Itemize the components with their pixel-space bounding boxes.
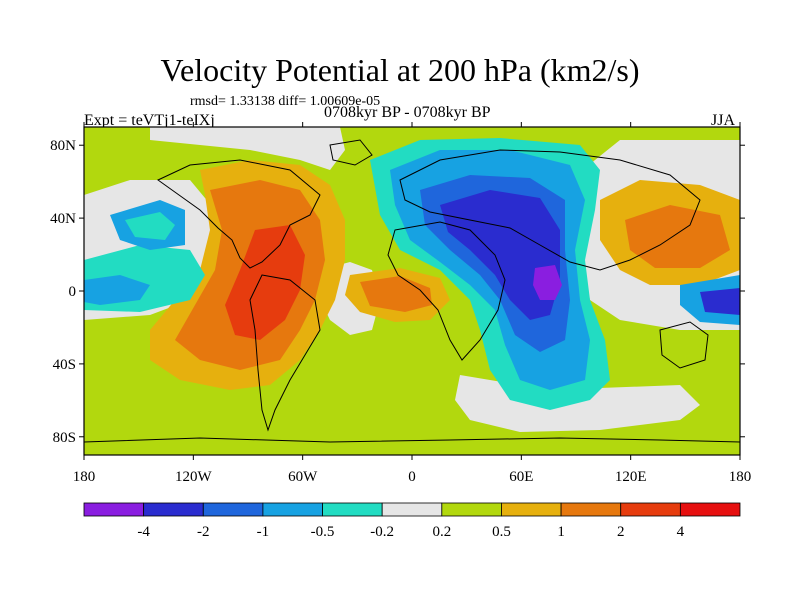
contour-africa-negative-4 <box>440 190 560 320</box>
lat-tick-label: 0 <box>69 284 77 300</box>
lon-tick-label: 120W <box>175 469 213 485</box>
colorbar-label: 1 <box>557 524 565 540</box>
rmsd-diff-label: rmsd= 1.33138 diff= 1.00609e-05 <box>190 94 381 109</box>
colorbar-swatch <box>679 502 741 517</box>
contour-west-pacific-negative-2 <box>700 288 740 315</box>
contour-asia-positive-2 <box>625 205 730 268</box>
coast-eurasia <box>399 149 701 271</box>
colorbar-label: -0.5 <box>311 524 335 540</box>
lat-tick-label: 80N <box>50 138 76 154</box>
colorbar-label: -0.2 <box>370 524 394 540</box>
colorbar: -4 -2 -1 -0.5 -0.2 0.2 0.5 1 2 4 <box>83 502 741 540</box>
colorbar-swatch <box>560 502 622 517</box>
colorbar-swatch <box>620 502 681 517</box>
contour-americas-positive-3 <box>225 225 305 340</box>
colorbar-swatch <box>501 502 562 517</box>
colorbar-label: -4 <box>137 524 150 540</box>
coast-north-america <box>157 159 321 269</box>
lon-tick-label: 60E <box>509 469 533 485</box>
lon-tick-label: 0 <box>408 469 416 485</box>
colorbar-label: 4 <box>677 524 685 540</box>
latitude-axis: 80N 40N 0 40S 80S <box>50 138 745 446</box>
coastlines <box>84 139 740 443</box>
colorbar-swatch <box>441 502 502 517</box>
contour-africa-negative-5 <box>533 265 562 300</box>
coast-africa <box>387 221 506 361</box>
colorbar-label: -1 <box>257 524 270 540</box>
colorbar-label: 2 <box>617 524 625 540</box>
lon-tick-label: 180 <box>73 469 96 485</box>
contour-gulf-of-alaska-negative-2 <box>125 212 175 240</box>
lon-tick-label: 120E <box>615 469 647 485</box>
season-label: JJA <box>711 112 736 129</box>
lat-tick-label: 40N <box>50 211 76 227</box>
coast-antarctica <box>84 437 740 443</box>
colorbar-label: -2 <box>197 524 210 540</box>
map-title: Velocity Potential at 200 hPa (km2/s) <box>160 52 640 88</box>
colorbar-swatch <box>83 502 145 517</box>
lon-tick-label: 180 <box>729 469 752 485</box>
colorbar-swatch <box>381 502 443 517</box>
longitude-axis: 180 120W 60W 0 60E 120E 180 <box>73 122 752 485</box>
colorbar-swatch <box>322 502 383 517</box>
contour-fill <box>84 127 740 455</box>
colorbar-label: 0.2 <box>432 524 451 540</box>
coast-south-america <box>249 274 321 432</box>
period-label: 0708kyr BP - 0708kyr BP <box>324 104 491 121</box>
colorbar-swatch <box>202 502 264 517</box>
lat-tick-label: 80S <box>53 430 76 446</box>
colorbar-swatch <box>262 502 323 517</box>
contour-atlantic-positive-2 <box>360 276 432 312</box>
contour-east-pacific-negative-2 <box>84 275 150 305</box>
lat-tick-label: 40S <box>53 357 76 373</box>
contour-near-zero-north <box>150 127 345 170</box>
experiment-label: Expt = teVTj1-teIXj <box>84 112 215 129</box>
coast-greenland <box>329 139 373 166</box>
colorbar-label: 0.5 <box>492 524 511 540</box>
colorbar-swatch <box>143 502 204 517</box>
lon-tick-label: 60W <box>288 469 318 485</box>
coast-australia <box>659 321 709 369</box>
